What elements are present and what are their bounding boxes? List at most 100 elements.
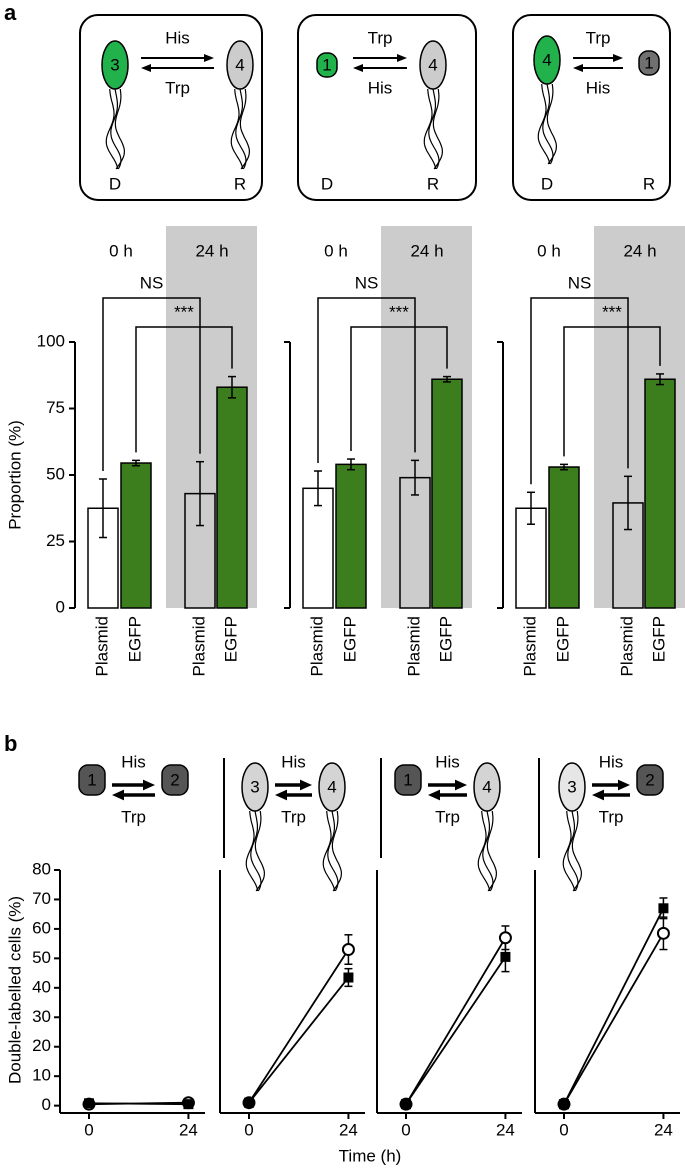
y-tick-label: 100 bbox=[37, 331, 65, 350]
x-tick-label: EGFP bbox=[553, 616, 572, 662]
significance-bracket bbox=[317, 297, 416, 464]
x-tick-label: Plasmid bbox=[617, 616, 636, 676]
scheme-top-label: Trp bbox=[368, 28, 393, 47]
cell-label: 1 bbox=[322, 55, 331, 74]
cell bbox=[316, 52, 338, 78]
x-tick-label: 0 bbox=[244, 1120, 253, 1139]
flagellum bbox=[432, 88, 444, 170]
flagellum bbox=[110, 88, 122, 170]
cell bbox=[226, 40, 254, 90]
y-tick-label: 75 bbox=[46, 398, 65, 417]
x-tick-label: 0 bbox=[401, 1120, 410, 1139]
scheme-bottom-label: His bbox=[586, 78, 611, 97]
cell bbox=[161, 764, 189, 796]
bar bbox=[515, 507, 547, 609]
scheme-bottom-label: Trp bbox=[281, 807, 306, 826]
flagellum bbox=[537, 83, 551, 165]
y-axis-label: Double-labelled cells (%) bbox=[5, 896, 24, 1084]
x-tick-label: 24 bbox=[654, 1120, 673, 1139]
arrow-head bbox=[143, 779, 155, 791]
marker bbox=[244, 1097, 254, 1108]
flagellum bbox=[571, 810, 583, 892]
series-line bbox=[563, 932, 665, 1105]
marker bbox=[658, 903, 669, 914]
flagellum bbox=[331, 810, 343, 892]
x-tick-label: EGFP bbox=[649, 616, 668, 662]
cell-label: 2 bbox=[170, 770, 179, 789]
series-line bbox=[88, 1102, 189, 1106]
scheme-bottom-label: His bbox=[368, 78, 393, 97]
time-label: 24 h bbox=[195, 241, 228, 260]
scheme-top-label: His bbox=[599, 752, 624, 771]
time-label: 0 h bbox=[324, 241, 348, 260]
y-tick-label: 80 bbox=[32, 859, 51, 878]
cell-label: 4 bbox=[542, 50, 551, 69]
y-tick-label: 50 bbox=[46, 464, 65, 483]
y-tick-label: 0 bbox=[42, 1095, 51, 1114]
scheme-top-label: His bbox=[121, 752, 146, 771]
significance-bracket bbox=[102, 297, 201, 471]
cell-label: 3 bbox=[567, 777, 576, 796]
flagellum bbox=[486, 810, 498, 892]
y-axis-label: Proportion (%) bbox=[5, 420, 24, 530]
marker bbox=[559, 1099, 569, 1110]
time-label: 24 h bbox=[410, 241, 443, 260]
significance-bracket bbox=[530, 297, 629, 485]
x-axis-label: Time (h) bbox=[339, 1146, 402, 1165]
marker bbox=[498, 931, 512, 945]
cell bbox=[638, 50, 660, 76]
x-tick-label: 24 bbox=[179, 1120, 198, 1139]
panel-label: a bbox=[4, 0, 17, 25]
y-tick-label: 70 bbox=[32, 889, 51, 908]
time-label: 0 h bbox=[537, 241, 561, 260]
cell-label: 2 bbox=[645, 770, 654, 789]
flagellum bbox=[230, 88, 244, 170]
bar bbox=[216, 386, 248, 609]
cell-label: 1 bbox=[87, 770, 96, 789]
scheme-bottom-label: Trp bbox=[165, 78, 190, 97]
arrow-head bbox=[613, 54, 623, 62]
y-tick-label: 25 bbox=[46, 531, 65, 550]
flagellum bbox=[239, 88, 251, 170]
flagellum bbox=[327, 810, 339, 892]
significance-bracket bbox=[135, 326, 233, 453]
flagellum bbox=[250, 810, 262, 892]
scheme-boxes bbox=[79, 14, 671, 858]
cell bbox=[241, 762, 269, 812]
bar bbox=[120, 462, 152, 609]
scheme-tag: D bbox=[109, 174, 121, 193]
scheme-bottom-label: Trp bbox=[599, 807, 624, 826]
x-tick-label: 24 bbox=[496, 1120, 515, 1139]
x-tick-label: EGFP bbox=[125, 616, 144, 662]
x-tick-label: EGFP bbox=[221, 616, 240, 662]
cell bbox=[533, 35, 561, 85]
significance-label: NS bbox=[568, 273, 592, 292]
significance-label: NS bbox=[140, 273, 164, 292]
significance-label: *** bbox=[602, 302, 622, 321]
x-tick-label: 0 bbox=[559, 1120, 568, 1139]
scheme-top-label: His bbox=[165, 28, 190, 47]
x-tick-label: Plasmid bbox=[307, 616, 326, 676]
x-tick-label: Plasmid bbox=[404, 616, 423, 676]
flagellum bbox=[254, 810, 266, 892]
scheme-box bbox=[79, 14, 263, 201]
x-tick-label: 24 bbox=[339, 1120, 358, 1139]
arrow-head bbox=[428, 789, 440, 801]
flagellum bbox=[482, 810, 494, 892]
flagellum bbox=[546, 83, 558, 165]
x-tick-label: EGFP bbox=[436, 616, 455, 662]
marker bbox=[401, 1099, 411, 1110]
time-label: 0 h bbox=[109, 241, 133, 260]
scheme-top-label: His bbox=[281, 752, 306, 771]
marker bbox=[341, 943, 355, 957]
marker bbox=[343, 972, 354, 983]
scheme-bottom-label: Trp bbox=[121, 807, 146, 826]
arrow-head bbox=[353, 64, 363, 72]
arrow-head bbox=[618, 779, 630, 791]
bar bbox=[548, 466, 580, 609]
cell-label: 1 bbox=[403, 770, 412, 789]
cell-label: 4 bbox=[235, 55, 244, 74]
time-label: 24 h bbox=[623, 241, 656, 260]
bar bbox=[399, 476, 431, 609]
